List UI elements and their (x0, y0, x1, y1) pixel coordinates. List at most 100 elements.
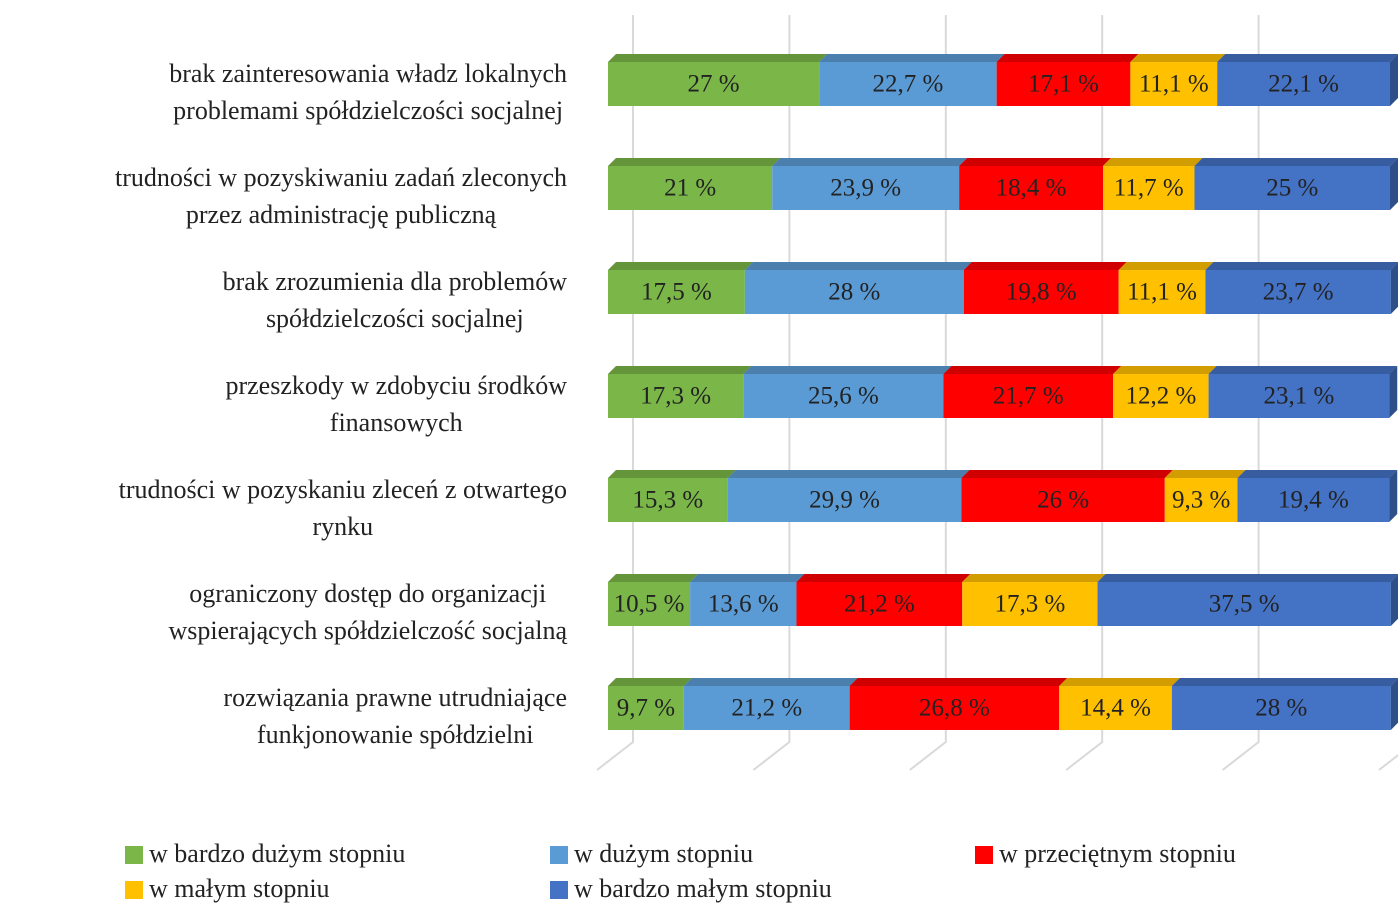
value-label: 13,6 % (708, 591, 779, 618)
bar-front (608, 166, 773, 210)
bar-top-shade (608, 158, 781, 166)
bar-top-shade (1097, 574, 1398, 582)
bar-segment (849, 678, 1068, 730)
value-label: 17,1 % (1028, 71, 1099, 98)
bar-top (996, 54, 1139, 62)
bar-front (819, 62, 997, 106)
bar-top-shade (1217, 54, 1398, 62)
bar-segment (996, 54, 1139, 106)
bar-top-shade (690, 574, 805, 582)
category-label-line: przez administrację publiczną (186, 200, 497, 229)
bar-top-shade (1059, 678, 1180, 686)
bar-top (943, 366, 1122, 374)
value-label: 27 % (688, 71, 740, 98)
bar-front (1171, 686, 1391, 730)
value-label: 11,1 % (1127, 279, 1197, 306)
bar-segment (608, 366, 752, 418)
bar-front (1059, 686, 1172, 730)
bar-segment (1103, 158, 1203, 210)
category-label: rozwiązania prawne utrudniające funkjonow… (223, 683, 567, 749)
bar-top-shade (608, 678, 692, 686)
bar-front (744, 270, 964, 314)
legend-label: w bardzo małym stopniu (574, 874, 832, 903)
value-label: 17,3 % (994, 591, 1065, 618)
bar-top-shade (744, 262, 972, 270)
bar-front (959, 166, 1104, 210)
bar-front (962, 582, 1098, 626)
category-label-line: trudności w pozyskaniu zleceń z otwarteg… (119, 475, 567, 504)
value-label: 37,5 % (1209, 591, 1280, 618)
grid-line (909, 15, 947, 771)
bar-top (608, 262, 753, 270)
bar-front (996, 62, 1131, 106)
bar-side (1390, 574, 1398, 626)
value-label: 17,5 % (641, 279, 712, 306)
bar-segment (743, 366, 952, 418)
legend-swatch (550, 846, 568, 864)
bar-top-shade (608, 262, 753, 270)
bar-front (743, 374, 944, 418)
bar-segment (608, 470, 736, 522)
bar-segment (963, 262, 1127, 314)
bar-front (608, 374, 744, 418)
bar-top-shade (772, 158, 968, 166)
value-label: 22,7 % (872, 71, 943, 98)
bar-segment (1130, 54, 1226, 106)
bar-top-shade (1205, 262, 1398, 270)
value-label: 25,6 % (808, 383, 879, 410)
value-label: 29,9 % (809, 487, 880, 514)
bar-segment (1097, 574, 1398, 626)
category-label: brak zainteresowania władz lokalnych prob… (169, 59, 567, 125)
bar-segment (683, 678, 858, 730)
bar-top-shade (1208, 366, 1398, 374)
category-label-line: funkjonowanie spółdzielni (257, 720, 534, 749)
bar-front (1113, 374, 1209, 418)
bar-top (1171, 678, 1398, 686)
bar-top (1164, 470, 1246, 478)
bar-top (727, 470, 970, 478)
bar-side-shade (1390, 158, 1398, 210)
category-label-line: wspierających spółdzielczość socjalną (169, 616, 568, 645)
bar-top (796, 574, 971, 582)
category-label: trudności w pozyskaniu zleceń z otwarteg… (119, 475, 567, 541)
category-label: trudności w pozyskiwaniu zadań zleconych… (115, 163, 567, 229)
grid-line (1221, 15, 1260, 771)
bar-top-shade (943, 366, 1122, 374)
bar-top (608, 54, 828, 62)
category-label: ograniczony dostęp do organizacji wspiera… (169, 579, 568, 645)
bar-front (608, 478, 728, 522)
bar-top-shade (796, 574, 971, 582)
value-label: 14,4 % (1080, 695, 1151, 722)
bar-front (849, 686, 1060, 730)
value-label: 23,7 % (1263, 279, 1334, 306)
value-label: 19,4 % (1278, 487, 1349, 514)
grid-line (752, 15, 791, 771)
legend-swatch (125, 846, 143, 864)
value-label: 25 % (1266, 175, 1318, 202)
bar-top (608, 470, 736, 478)
value-label: 17,3 % (640, 383, 711, 410)
value-label: 21,2 % (844, 591, 915, 618)
category-label-line: finansowych (330, 408, 463, 437)
bar-top-shade (849, 678, 1068, 686)
bar-top (849, 678, 1068, 686)
bar-segment (1217, 54, 1398, 106)
bar-top (962, 574, 1106, 582)
value-label: 22,1 % (1268, 71, 1339, 98)
bar-top-shade (727, 470, 970, 478)
bar-side (1390, 678, 1398, 730)
bar-top (1208, 366, 1398, 374)
bar-segment (943, 366, 1122, 418)
bar-front (608, 582, 691, 626)
bar-front (1118, 270, 1206, 314)
bar-side (1390, 54, 1398, 106)
bar-top (683, 678, 858, 686)
bar-top-shade (959, 158, 1112, 166)
bar-front (1097, 582, 1391, 626)
value-label: 28 % (1255, 695, 1307, 722)
value-label: 11,1 % (1139, 71, 1209, 98)
bar-segment (690, 574, 805, 626)
value-label: 10,5 % (614, 591, 685, 618)
category-label: brak zrozumienia dla problemów spółdzielc… (223, 267, 568, 333)
bar-front (1205, 270, 1391, 314)
